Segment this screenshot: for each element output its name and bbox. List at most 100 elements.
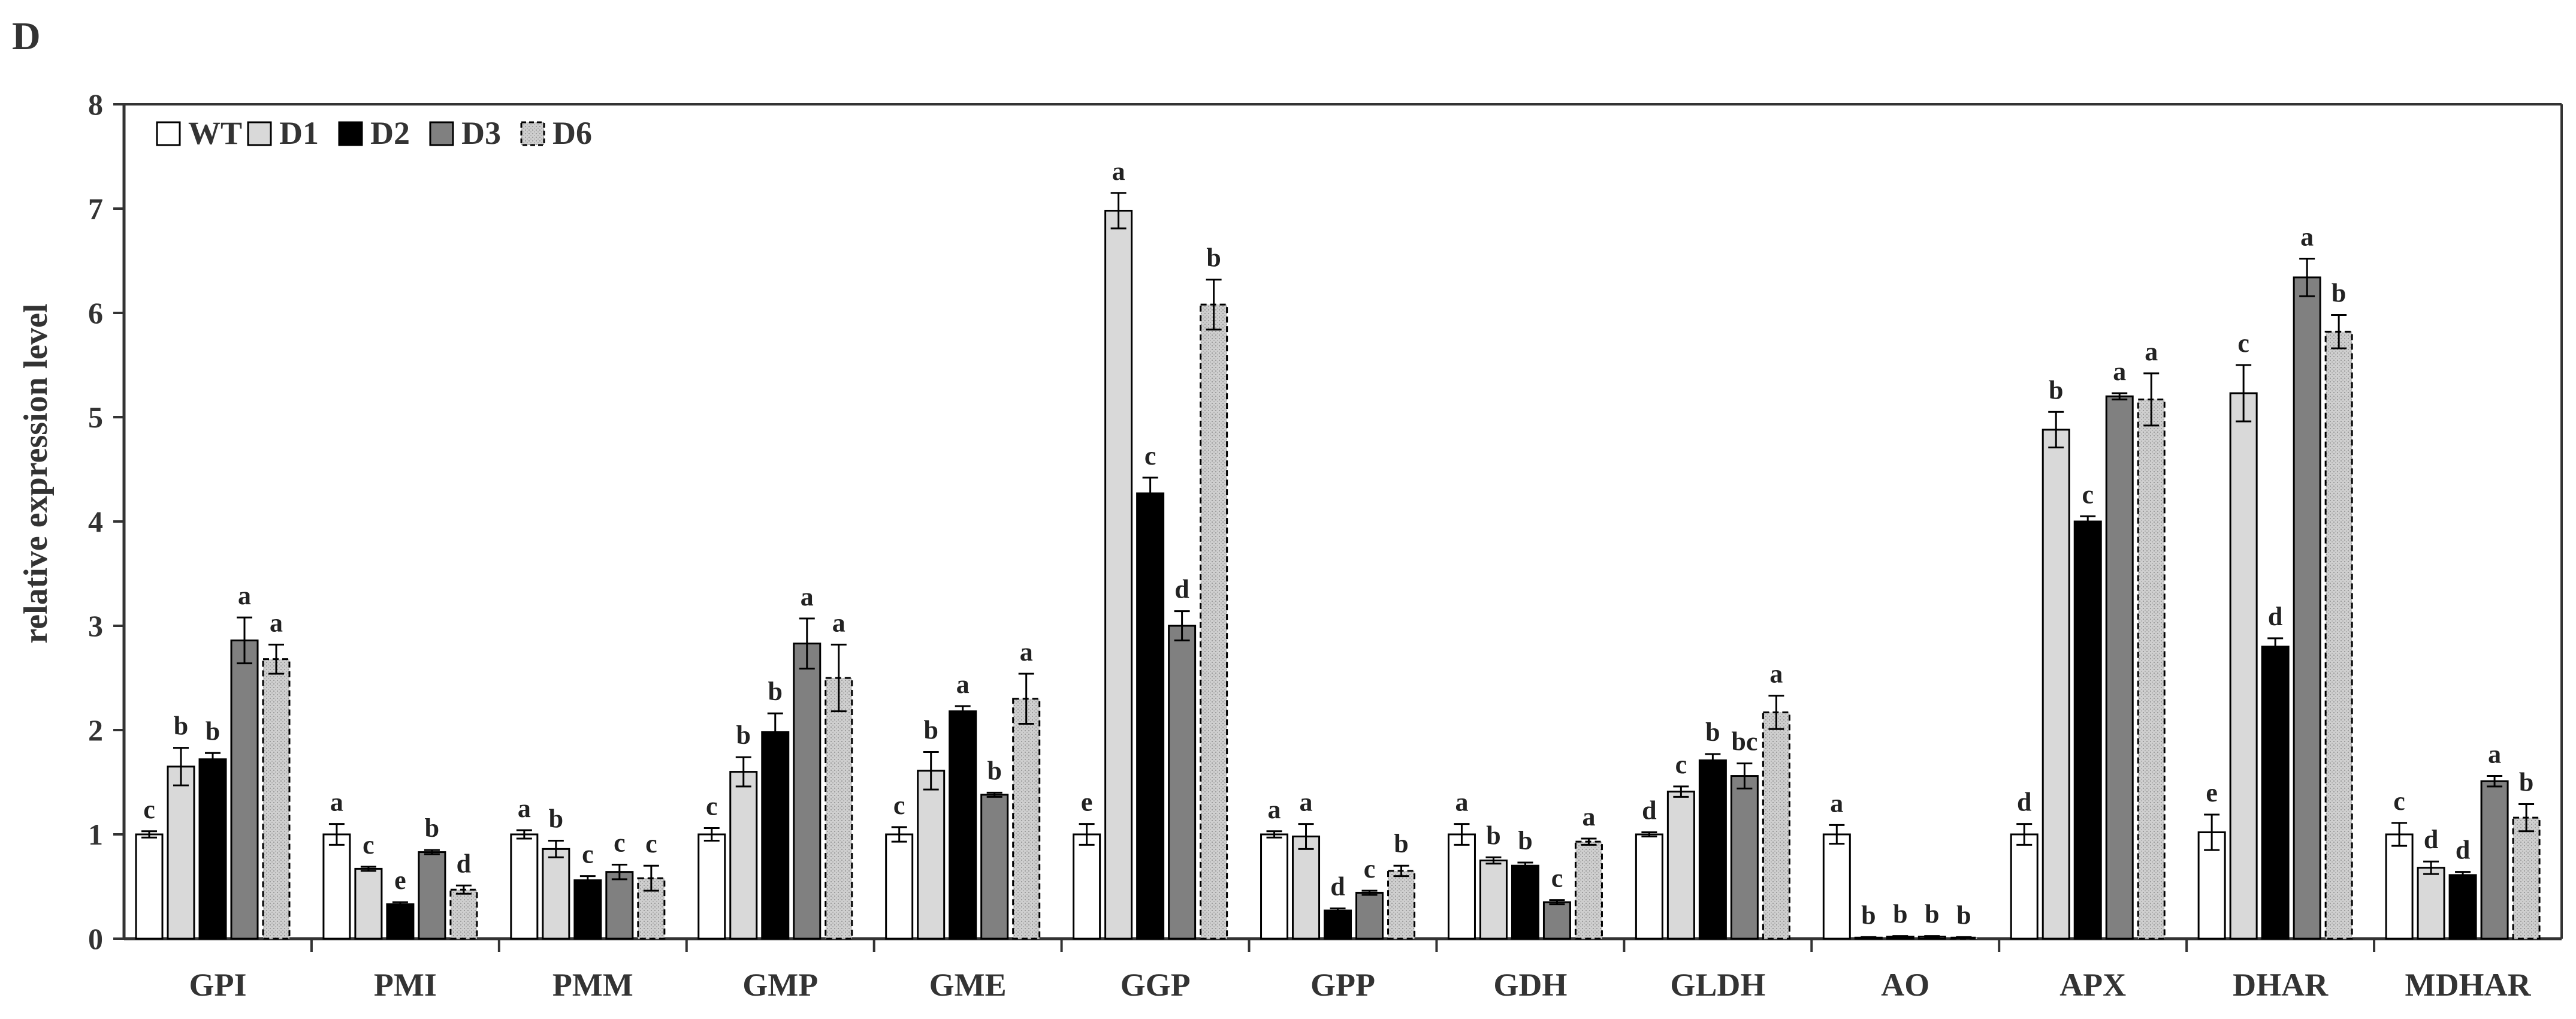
legend-label-D2: D2	[370, 115, 410, 151]
bar-WT-GME	[885, 833, 914, 940]
y-tick-label: 7	[88, 192, 103, 225]
bar-D2-GMP	[761, 731, 790, 940]
significance-letter: e	[2206, 778, 2218, 807]
bar-D6-GMP	[825, 677, 853, 940]
bar-D1-GPP	[1292, 835, 1321, 940]
bar-D6-APX	[2137, 398, 2166, 940]
bar-D2-GGP	[1136, 492, 1165, 940]
significance-letter: a	[330, 788, 343, 817]
significance-letter: b	[1861, 900, 1876, 930]
significance-letter: d	[2017, 788, 2031, 817]
bar-D3-MDHAR	[2480, 780, 2509, 940]
category-label: GMP	[742, 967, 818, 1003]
category-label: AO	[1881, 967, 1929, 1003]
bar-D1-GGP	[1104, 209, 1133, 940]
bar-D3-GGP	[1168, 625, 1197, 940]
significance-letter: b	[768, 677, 783, 706]
significance-letter: b	[1518, 826, 1532, 855]
significance-letter: b	[1893, 900, 1907, 929]
significance-letter: d	[1174, 575, 1189, 604]
bar-D3-PMI	[418, 851, 446, 940]
bar-D3-DHAR	[2293, 276, 2321, 940]
bar-D2-PMM	[573, 879, 602, 940]
significance-letter: d	[457, 849, 471, 878]
significance-letter: b	[1206, 243, 1221, 272]
category-label: GLDH	[1670, 967, 1765, 1003]
legend-swatch-D1	[247, 121, 272, 146]
significance-letter: b	[549, 804, 563, 833]
bar-D3-GPP	[1355, 891, 1384, 940]
legend-swatch-WT	[156, 121, 181, 146]
bar-D1-APX	[2042, 429, 2070, 940]
bar-D6-GME	[1012, 698, 1041, 940]
bar-D1-MDHAR	[2417, 867, 2445, 940]
bar-D2-GPP	[1324, 909, 1352, 940]
significance-letter: d	[2456, 836, 2470, 865]
significance-letter: c	[1675, 750, 1687, 779]
category-label: GPI	[189, 967, 246, 1003]
bar-D2-MDHAR	[2448, 874, 2477, 940]
significance-letter: b	[425, 813, 439, 843]
legend-swatch-D3	[429, 121, 454, 146]
significance-letter: a	[518, 794, 531, 823]
significance-letter: a	[956, 670, 970, 699]
category-label: GGP	[1121, 967, 1191, 1003]
significance-letter: c	[706, 792, 718, 821]
significance-letter: a	[2145, 337, 2158, 366]
bar-D1-GPI	[167, 765, 195, 940]
significance-letter: b	[1486, 821, 1500, 850]
bar-WT-GMP	[697, 833, 726, 940]
significance-letter: c	[614, 828, 626, 857]
bar-D2-GDH	[1511, 864, 1539, 940]
significance-letter: a	[1582, 802, 1595, 831]
bar-WT-GDH	[1447, 833, 1476, 940]
bar-D1-PMM	[542, 848, 570, 940]
y-tick-label: 3	[88, 609, 103, 643]
bar-D2-APX	[2073, 520, 2102, 940]
significance-letter: c	[363, 830, 375, 860]
bar-D6-GPP	[1387, 870, 1416, 940]
bar-D1-DHAR	[2229, 392, 2258, 940]
bar-D6-GLDH	[1762, 711, 1790, 940]
bar-D2-PMI	[386, 903, 415, 940]
significance-letter: a	[1112, 156, 1125, 186]
significance-letter: a	[238, 581, 251, 610]
category-label: APX	[2059, 967, 2126, 1003]
category-label: GPP	[1310, 967, 1375, 1003]
significance-letter: b	[1394, 829, 1408, 858]
bar-D1-PMI	[354, 867, 383, 940]
y-tick-label: 1	[88, 818, 103, 851]
panel-label: D	[12, 14, 41, 58]
significance-letter: a	[1830, 788, 1843, 818]
significance-letter: a	[2300, 222, 2314, 252]
significance-letter: e	[394, 866, 406, 895]
y-axis-label: relative expression level	[17, 303, 55, 643]
bar-D1-GME	[917, 770, 946, 940]
significance-letter: b	[206, 716, 220, 746]
significance-letter: d	[2268, 602, 2282, 631]
significance-letter: b	[2049, 375, 2063, 405]
significance-letter: b	[174, 712, 188, 741]
bar-D3-GDH	[1542, 901, 1571, 940]
bar-D1-GDH	[1479, 860, 1508, 940]
significance-letter: bc	[1731, 727, 1757, 756]
bar-D3-APX	[2105, 395, 2134, 940]
y-tick-label: 8	[88, 88, 103, 121]
legend-swatch-D6	[520, 121, 545, 146]
bar-D1-GMP	[729, 771, 758, 940]
bar-WT-GPP	[1260, 833, 1289, 940]
bar-D2-DHAR	[2261, 646, 2290, 940]
y-tick-label: 6	[88, 296, 103, 330]
bar-D3-GLDH	[1730, 775, 1759, 940]
significance-letter: a	[1020, 637, 1033, 667]
legend-label-D6: D6	[552, 115, 592, 151]
significance-letter: c	[645, 829, 657, 858]
category-label: PMI	[374, 967, 437, 1003]
y-tick-label: 4	[88, 505, 103, 538]
significance-letter: b	[2519, 768, 2533, 797]
significance-letter: c	[2237, 328, 2249, 358]
significance-letter: a	[2488, 740, 2501, 769]
